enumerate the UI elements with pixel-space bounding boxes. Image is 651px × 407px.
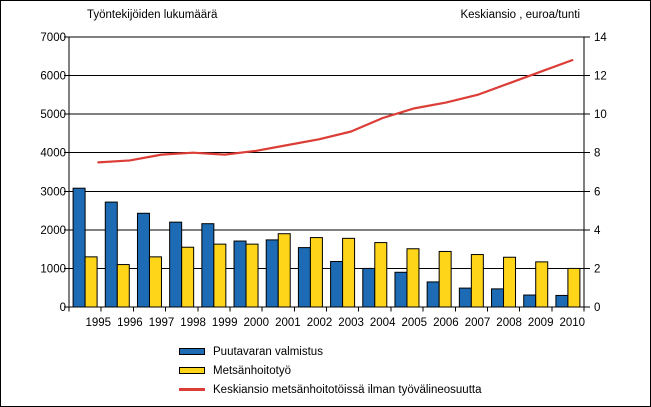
- left-axis-title: Työntekijöiden lukumäärä: [87, 9, 218, 21]
- bar: [555, 294, 569, 308]
- bar: [181, 246, 195, 308]
- legend-swatch-line-icon: [179, 388, 205, 391]
- bar: [136, 212, 150, 308]
- left-axis-tick-label: 3000: [40, 186, 66, 198]
- bar: [523, 294, 537, 308]
- bar: [265, 239, 279, 308]
- bar: [567, 267, 581, 308]
- right-axis-tick-label: 10: [594, 109, 607, 121]
- left-axis-tick-label: 6000: [40, 71, 66, 83]
- bar: [342, 237, 356, 308]
- bar: [84, 256, 98, 308]
- bar: [245, 243, 259, 308]
- legend-item: Keskiansio metsänhoitotöissä ilman työvä…: [179, 380, 481, 399]
- bar: [503, 256, 517, 308]
- x-axis-label: 2007: [465, 317, 491, 329]
- bar: [426, 281, 440, 308]
- legend-label: Metsänhoitotyö: [213, 364, 291, 377]
- legend-label: Puutavaran valmistus: [213, 345, 323, 358]
- bar: [148, 256, 162, 308]
- bar: [394, 271, 408, 308]
- right-axis-tick-label: 8: [594, 148, 600, 160]
- x-axis-label: 2000: [244, 317, 270, 329]
- right-axis-tick-label: 4: [594, 225, 601, 237]
- bar: [535, 261, 549, 308]
- left-axis-tick-label: 2000: [40, 225, 66, 237]
- bar: [201, 223, 215, 308]
- line-series: [97, 59, 574, 164]
- bar: [438, 250, 452, 308]
- plot-area: 0 0 1000 2 2000 4 3000 6 4000 8 5000 10 6000 12 7000 14…: [40, 32, 607, 329]
- x-axis-label: 2001: [275, 317, 301, 329]
- legend: Puutavaran valmistus Metsänhoitotyö Kesk…: [179, 342, 481, 399]
- right-axis-tick-label: 2: [594, 263, 600, 275]
- bar: [277, 233, 291, 308]
- legend-swatch-bar-icon: [179, 348, 205, 355]
- right-axis-tick-label: 14: [594, 32, 607, 44]
- x-axis-label: 2005: [402, 317, 428, 329]
- bar: [309, 237, 323, 308]
- right-axis-title: Keskiansio , euroa/tunti: [460, 9, 580, 21]
- bar: [297, 247, 311, 308]
- x-axis-label: 1997: [149, 317, 175, 329]
- legend-item: Puutavaran valmistus: [179, 342, 481, 361]
- bar: [169, 221, 183, 308]
- bar: [374, 242, 388, 308]
- bar: [233, 240, 247, 308]
- x-axis-label: 2004: [370, 317, 396, 329]
- right-axis-tick-label: 12: [594, 71, 607, 83]
- left-axis-tick-label: 0: [60, 302, 66, 314]
- bar: [72, 187, 86, 308]
- bar: [458, 287, 472, 308]
- x-axis-label: 2010: [560, 317, 586, 329]
- x-axis-label: 2009: [528, 317, 554, 329]
- right-axis-tick-label: 6: [594, 186, 600, 198]
- left-axis-tick-label: 4000: [40, 148, 66, 160]
- x-axis-label: 1998: [180, 317, 206, 329]
- x-axis-label: 1995: [86, 317, 112, 329]
- bar: [491, 288, 505, 308]
- bar: [116, 264, 130, 308]
- left-axis-tick-label: 5000: [40, 109, 66, 121]
- legend-item: Metsänhoitotyö: [179, 361, 481, 380]
- legend-swatch-bar-icon: [179, 367, 205, 374]
- x-axis-label: 1996: [117, 317, 143, 329]
- bar: [406, 248, 420, 308]
- bar: [213, 243, 227, 308]
- legend-label: Keskiansio metsänhoitotöissä ilman työvä…: [213, 383, 482, 396]
- left-axis-tick-label: 7000: [40, 32, 66, 44]
- left-axis-tick-label: 1000: [40, 263, 66, 275]
- x-axis-label: 2006: [433, 317, 459, 329]
- bar: [104, 201, 118, 308]
- bar: [470, 254, 484, 308]
- x-axis-label: 1999: [212, 317, 238, 329]
- right-axis-tick-label: 0: [594, 302, 600, 314]
- bar: [330, 260, 344, 308]
- bar: [362, 267, 376, 308]
- x-axis-label: 2002: [307, 317, 333, 329]
- x-axis-label: 2003: [338, 317, 364, 329]
- x-axis-label: 2008: [496, 317, 522, 329]
